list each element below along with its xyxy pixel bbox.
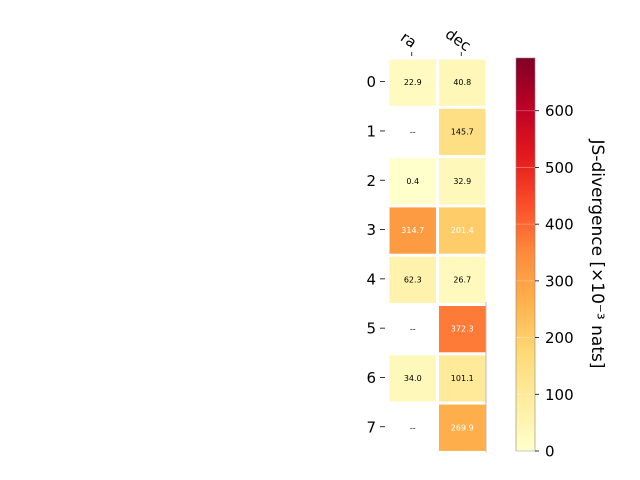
colorbar: 0 100 200 300 400 500 600 xyxy=(515,57,574,461)
cell-value-label: 269.9 xyxy=(451,423,474,432)
colorbar-label: JS-divergence [×10⁻³ nats] xyxy=(587,139,607,369)
heatmap-cell xyxy=(439,158,486,205)
column-label: dec xyxy=(442,25,474,55)
cell-value-label: 34.0 xyxy=(404,374,422,383)
heatmap-cell xyxy=(439,207,486,254)
cell-value-label: 62.3 xyxy=(404,275,422,284)
row-label: 3 xyxy=(366,221,376,239)
row-label: 6 xyxy=(366,369,376,387)
heatmap-cell xyxy=(389,355,436,402)
row-label: 4 xyxy=(366,270,376,288)
heatmap-cell xyxy=(439,306,486,353)
colorbar-tick-label: 400 xyxy=(545,216,574,234)
cell-value-label: 314.7 xyxy=(401,226,424,235)
cell-value-label: -- xyxy=(410,423,416,432)
cell-value-label: 22.9 xyxy=(404,78,422,87)
heatmap-cell xyxy=(439,108,486,156)
heatmap-grid: 22.9 40.8 -- 145.7 0.4 32.9 314.7 201.4 62.3 26.7… xyxy=(366,25,487,453)
cell-value-label: -- xyxy=(410,325,416,334)
heatmap-cell xyxy=(439,355,486,402)
row-label: 1 xyxy=(366,122,376,140)
heatmap-cell xyxy=(389,158,436,205)
heatmap-cell xyxy=(389,256,436,303)
heatmap-cell xyxy=(389,207,436,254)
cell-value-label: 0.4 xyxy=(406,177,419,186)
colorbar-tick-label: 100 xyxy=(545,386,574,404)
heatmap-cell xyxy=(389,59,436,106)
row-label: 2 xyxy=(366,172,376,190)
colorbar-tick-label: 200 xyxy=(545,329,574,347)
colorbar-tick-label: 300 xyxy=(545,272,574,290)
cell-value-label: 145.7 xyxy=(451,127,474,136)
cell-value-label: 40.8 xyxy=(453,78,471,87)
row-label: 7 xyxy=(366,418,376,436)
heatmap-cell xyxy=(439,404,486,451)
colorbar-gradient xyxy=(515,57,536,452)
colorbar-tick-label: 500 xyxy=(545,159,574,177)
cell-value-label: 101.1 xyxy=(451,374,474,383)
cell-value-label: 32.9 xyxy=(453,177,471,186)
cell-value-label: 201.4 xyxy=(451,226,474,235)
colorbar-tick-label: 600 xyxy=(545,102,574,120)
heatmap-cell xyxy=(439,59,486,106)
colorbar-tick-label: 0 xyxy=(545,443,555,461)
row-label: 5 xyxy=(366,320,376,338)
cell-value-label: 26.7 xyxy=(453,275,471,284)
cell-value-label: -- xyxy=(410,127,416,136)
row-label: 0 xyxy=(366,73,376,91)
heatmap-cell xyxy=(439,256,486,303)
column-label: ra xyxy=(397,28,420,52)
cell-value-label: 372.3 xyxy=(451,325,474,334)
